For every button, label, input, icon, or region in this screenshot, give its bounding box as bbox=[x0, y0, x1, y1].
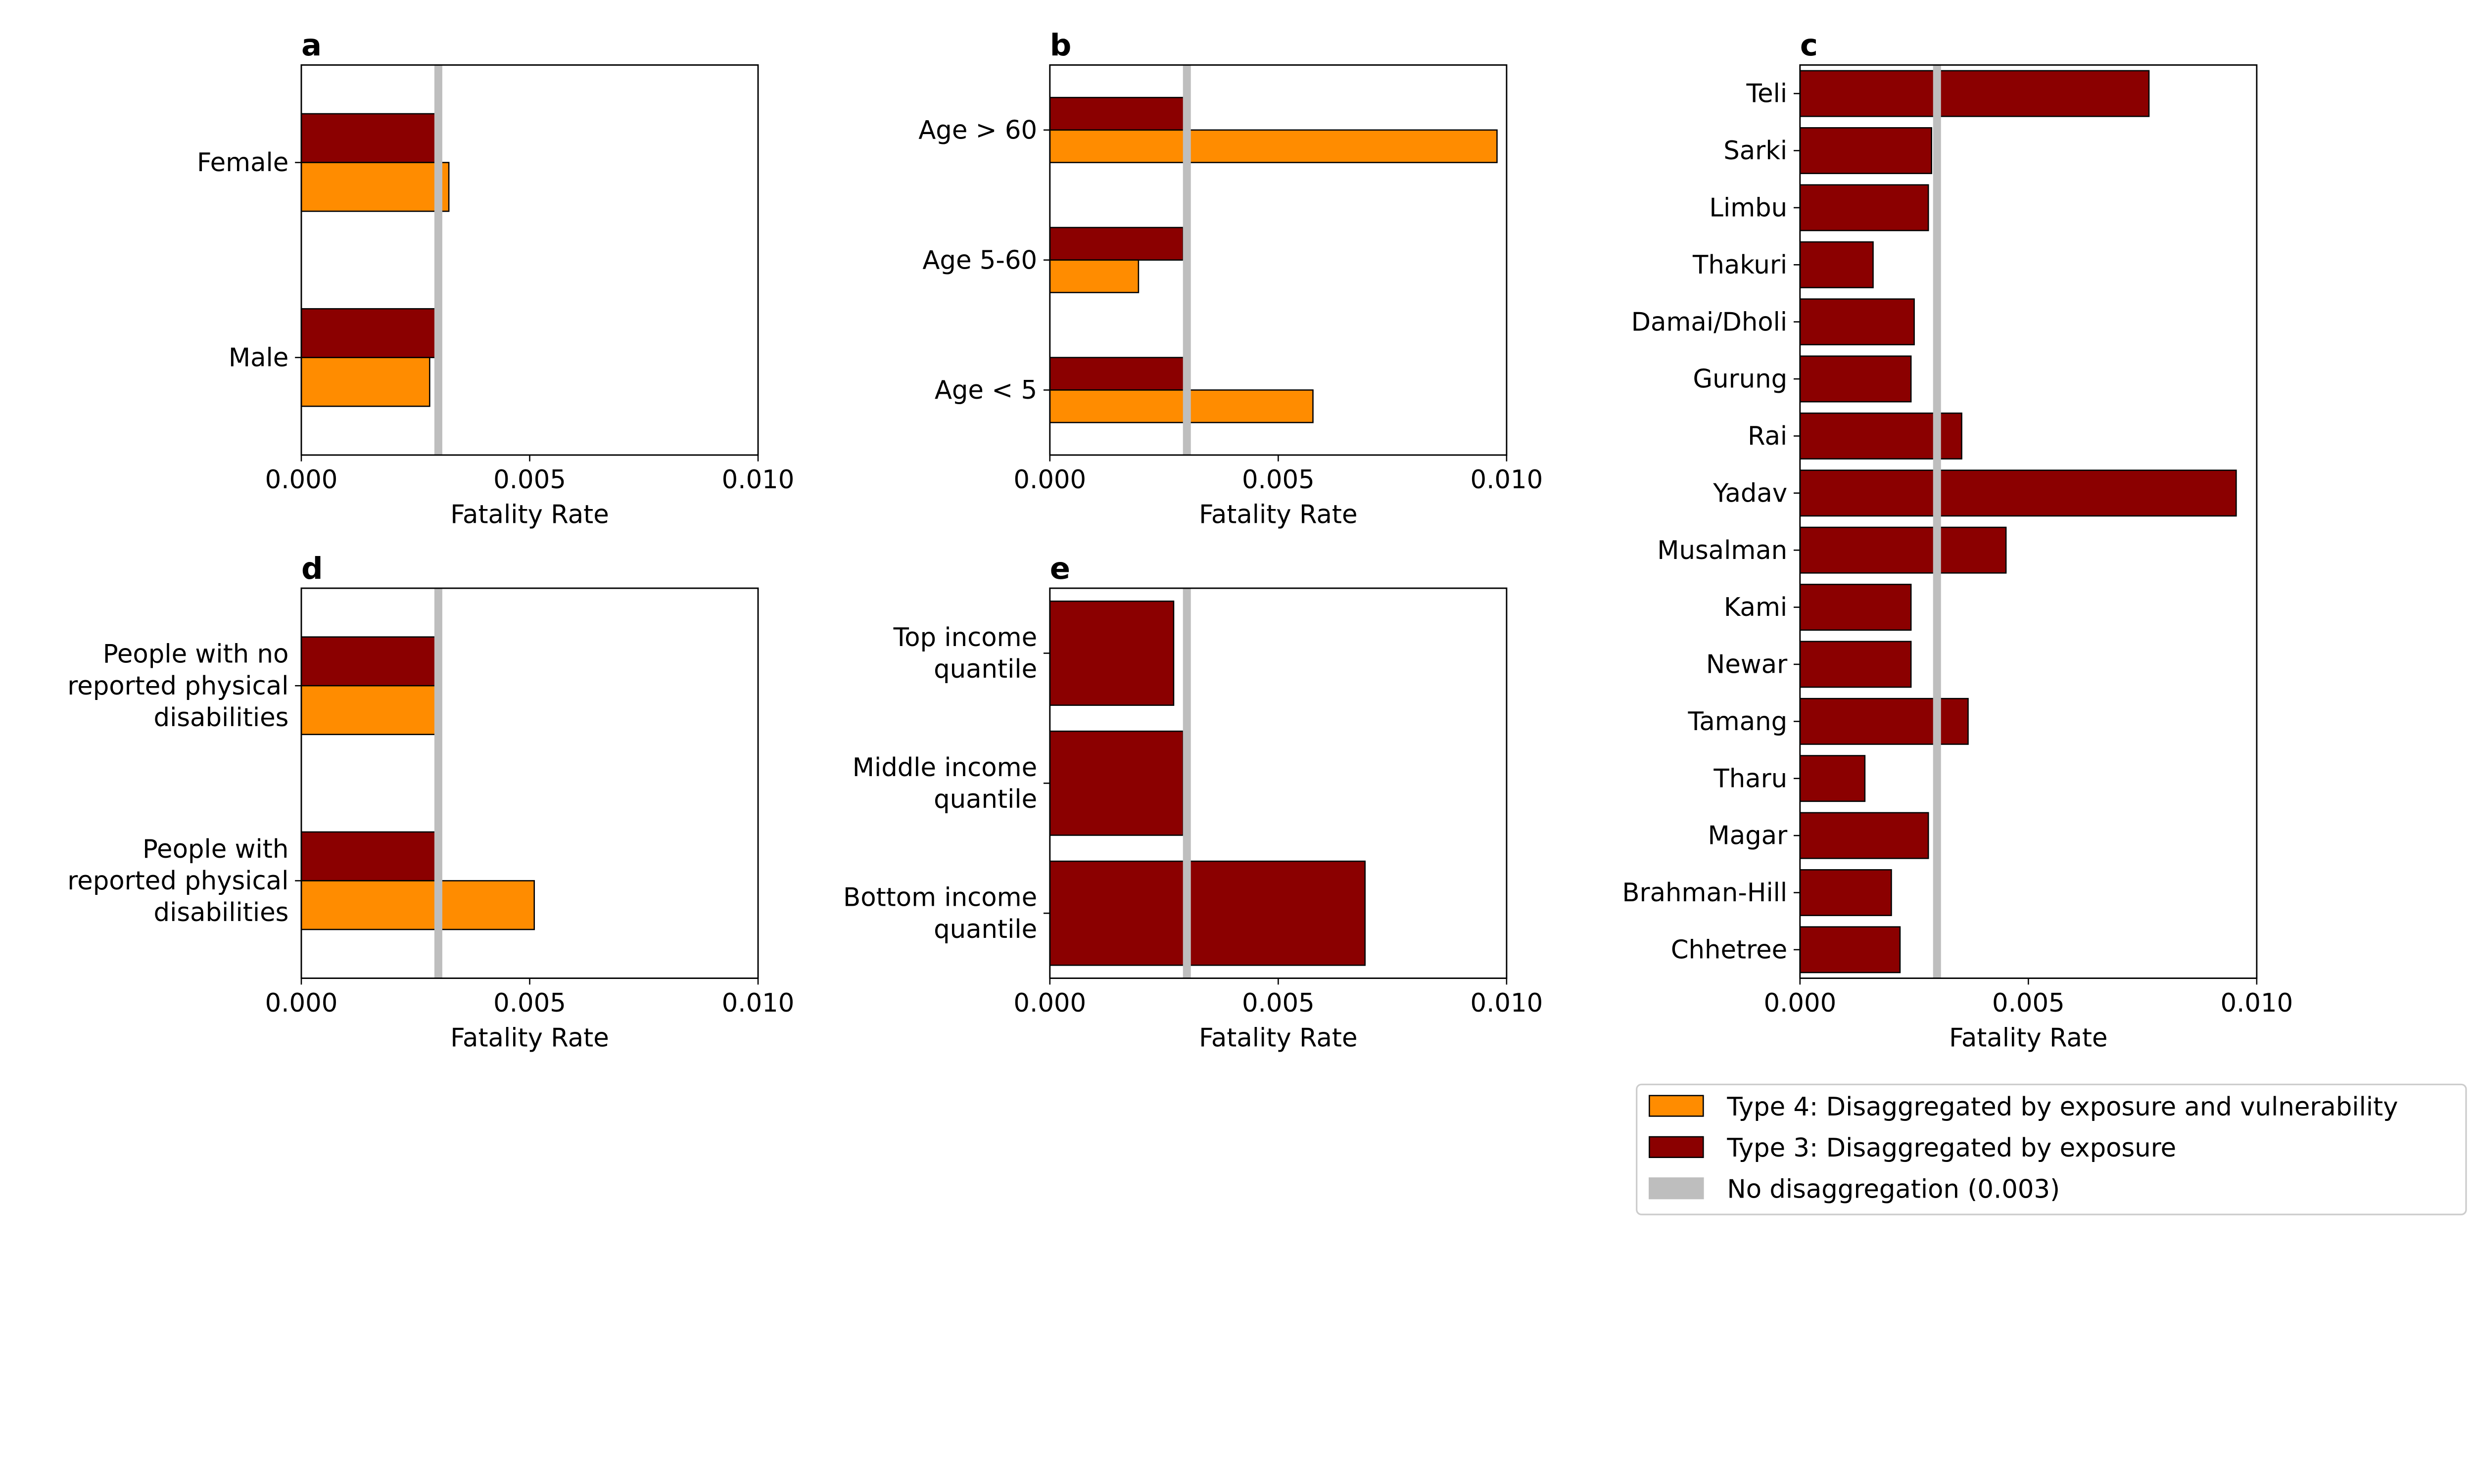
x-axis-label: Fatality Rate bbox=[450, 1023, 609, 1053]
bar-type4 bbox=[300, 685, 439, 736]
category-label: Newar bbox=[1706, 650, 1788, 680]
bar-type3 bbox=[1049, 601, 1175, 706]
category-label: Brahman-Hill bbox=[1622, 878, 1787, 908]
bar-type3 bbox=[1799, 584, 1912, 631]
category-label: Bottom income quantile bbox=[843, 883, 1037, 944]
x-tick-label: 0.005 bbox=[1992, 988, 2065, 1018]
x-tick-label: 0.010 bbox=[1470, 988, 1543, 1018]
legend-box bbox=[1636, 1083, 2467, 1215]
bar-type3 bbox=[1049, 96, 1186, 131]
x-tick-label: 0.005 bbox=[493, 465, 566, 495]
bar-type3 bbox=[300, 831, 437, 881]
category-label: People with no reported physical disabilit… bbox=[67, 640, 288, 733]
category-label: Middle income quantile bbox=[853, 753, 1037, 814]
bar-type3 bbox=[1799, 355, 1912, 403]
bar-type3 bbox=[300, 636, 439, 687]
bar-type3 bbox=[1799, 184, 1929, 232]
legend-label: Type 3: Disaggregated by exposure bbox=[1726, 1133, 2176, 1163]
bar-type3 bbox=[1799, 755, 1866, 802]
bar-type3 bbox=[1799, 127, 1932, 174]
bar-type4 bbox=[300, 880, 535, 930]
bar-type3 bbox=[1049, 860, 1366, 966]
category-label: Musalman bbox=[1657, 536, 1787, 565]
bar-type3 bbox=[1799, 241, 1874, 288]
panel-letter: a bbox=[301, 28, 322, 63]
category-label: Tamang bbox=[1688, 707, 1788, 737]
category-label: Age > 60 bbox=[918, 115, 1037, 145]
x-tick-label: 0.010 bbox=[722, 988, 795, 1018]
x-tick-label: 0.010 bbox=[2221, 988, 2293, 1018]
bar-type3 bbox=[1799, 526, 2007, 574]
panel-letter: d bbox=[301, 551, 323, 586]
panel-letter: b bbox=[1050, 28, 1072, 63]
bar-type3 bbox=[1049, 227, 1184, 261]
bar-type4 bbox=[300, 162, 450, 212]
legend-swatch-type4 bbox=[1649, 1095, 1704, 1117]
category-label: Limbu bbox=[1709, 193, 1787, 223]
bar-type3 bbox=[1799, 926, 1901, 974]
x-tick-label: 0.000 bbox=[1763, 988, 1836, 1018]
category-label: People with reported physical disabilities bbox=[67, 835, 288, 928]
bar-type4 bbox=[1049, 389, 1314, 423]
x-tick-label: 0.005 bbox=[1242, 465, 1315, 495]
panel-a: Female Male 0.000 0.005 0.010 Fatality Rate a bbox=[197, 28, 794, 530]
x-tick-label: 0.005 bbox=[1242, 988, 1315, 1018]
x-axis-label: Fatality Rate bbox=[1199, 1023, 1357, 1053]
bar-type3 bbox=[1049, 730, 1184, 836]
x-tick-label: 0.010 bbox=[1470, 465, 1543, 495]
x-axis-label: Fatality Rate bbox=[1949, 1023, 2107, 1053]
category-label: Magar bbox=[1708, 821, 1788, 851]
bar-type3 bbox=[1799, 70, 2150, 117]
panel-d: People with no reported physical disabilit… bbox=[67, 551, 794, 1053]
category-label: Thakuri bbox=[1692, 250, 1787, 280]
legend-swatch-type3 bbox=[1649, 1136, 1704, 1159]
panel-c: Teli Sarki Limbu Thakuri Damai/Dholi Gurung Ra… bbox=[1622, 28, 2293, 1053]
category-label: Top income quantile bbox=[893, 623, 1038, 684]
panel-b: Age > 60 Age 5-60 Age < 5 0.000 0.005 0.010 Fa… bbox=[918, 28, 1543, 530]
category-label: Chhetree bbox=[1671, 935, 1787, 965]
category-label: Female bbox=[197, 148, 288, 178]
bar-type3 bbox=[1799, 697, 1969, 745]
figure: Female Male 0.000 0.005 0.010 Fatality Rate a A… bbox=[67, 28, 2467, 1215]
category-label: Tharu bbox=[1713, 764, 1787, 793]
bar-type3 bbox=[300, 308, 439, 359]
bar-type3 bbox=[1799, 298, 1915, 346]
x-tick-label: 0.005 bbox=[493, 988, 566, 1018]
bar-type4 bbox=[1049, 259, 1140, 293]
category-label: Kami bbox=[1724, 593, 1787, 622]
category-label: Sarki bbox=[1723, 136, 1787, 166]
x-tick-label: 0.010 bbox=[722, 465, 795, 495]
category-label: Age 5-60 bbox=[922, 245, 1037, 275]
bar-type3 bbox=[300, 113, 439, 163]
x-tick-label: 0.000 bbox=[1013, 988, 1086, 1018]
category-label: Damai/Dholi bbox=[1631, 307, 1788, 337]
bar-type3 bbox=[1049, 357, 1190, 391]
x-tick-label: 0.000 bbox=[265, 988, 338, 1018]
bar-type4 bbox=[300, 357, 430, 407]
category-label: Age < 5 bbox=[935, 375, 1037, 405]
legend-label: Type 4: Disaggregated by exposure and vu… bbox=[1726, 1092, 2398, 1122]
bar-type3 bbox=[1799, 469, 2237, 517]
x-tick-label: 0.000 bbox=[1013, 465, 1086, 495]
category-label: Male bbox=[229, 343, 288, 372]
legend-label: No disaggregation (0.003) bbox=[1727, 1174, 2060, 1204]
category-label: Yadav bbox=[1713, 478, 1787, 508]
legend: Type 4: Disaggregated by exposure and vu… bbox=[1636, 1083, 2467, 1215]
x-tick-label: 0.000 bbox=[265, 465, 338, 495]
panel-letter: e bbox=[1050, 551, 1070, 586]
panel-e: Top income quantile Middle income quantile B… bbox=[843, 551, 1543, 1053]
bar-type4 bbox=[1049, 129, 1498, 163]
panel-letter: c bbox=[1800, 28, 1818, 63]
category-label: Gurung bbox=[1693, 365, 1787, 394]
bar-type3 bbox=[1799, 641, 1912, 688]
category-label: Teli bbox=[1746, 79, 1788, 109]
category-label: Rai bbox=[1748, 421, 1787, 451]
x-axis-label: Fatality Rate bbox=[1199, 500, 1357, 530]
bar-type3 bbox=[1799, 869, 1892, 916]
legend-swatch-baseline bbox=[1649, 1177, 1704, 1200]
x-axis-label: Fatality Rate bbox=[450, 500, 609, 530]
bar-type3 bbox=[1799, 812, 1929, 859]
